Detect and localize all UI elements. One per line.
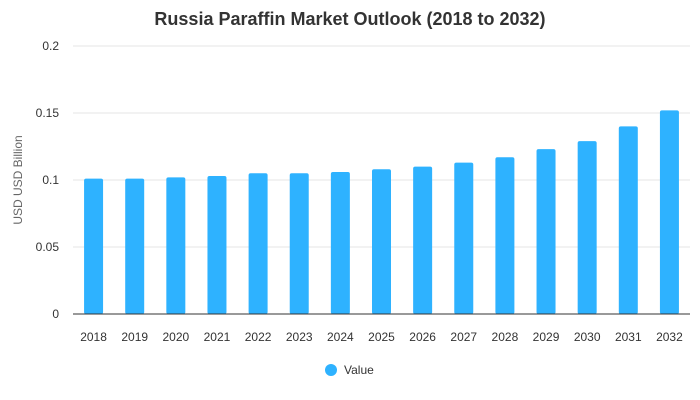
x-tick-label: 2028 [492,330,519,344]
x-tick-label: 2024 [327,330,354,344]
x-tick-label: 2031 [615,330,642,344]
bar-2019[interactable] [125,178,145,314]
bar-2020[interactable] [166,177,186,314]
x-tick-label: 2021 [204,330,231,344]
y-tick-label: 0 [52,307,59,321]
bar-2027[interactable] [454,162,474,314]
bar-2025[interactable] [372,169,391,314]
x-tick-label: 2029 [533,330,560,344]
bar-2018[interactable] [84,178,104,314]
x-tick-label: 2018 [80,330,107,344]
bars [84,110,679,315]
bar-2030[interactable] [577,141,597,314]
bar-2022[interactable] [248,173,268,314]
chart-title: Russia Paraffin Market Outlook (2018 to … [154,9,545,29]
y-axis-title: USD USD Billion [11,135,25,224]
bar-2021[interactable] [207,175,227,314]
bar-2023[interactable] [289,173,309,314]
x-tick-label: 2032 [656,330,683,344]
x-tick-label: 2019 [121,330,148,344]
y-tick-label: 0.1 [42,173,59,187]
x-tick-label: 2022 [245,330,272,344]
x-tick-label: 2027 [450,330,477,344]
legend[interactable]: Value [325,363,374,377]
bar-2031[interactable] [618,126,638,315]
y-axis-ticks: 0 0.05 0.1 0.15 0.2 [36,39,60,321]
x-tick-label: 2020 [162,330,189,344]
y-tick-label: 0.15 [36,106,60,120]
bar-2024[interactable] [330,171,350,314]
y-tick-label: 0.05 [36,240,60,254]
bar-2032[interactable] [659,110,679,314]
legend-marker-value [325,364,337,376]
bar-2029[interactable] [536,149,556,314]
x-tick-label: 2026 [409,330,436,344]
legend-label-value: Value [344,363,374,377]
x-axis-ticks: 2018 2019 2020 2021 2022 2023 2024 2025 2026 2027… [80,330,683,344]
x-tick-label: 2023 [286,330,313,344]
bar-2026[interactable] [413,166,433,314]
x-tick-label: 2030 [574,330,601,344]
bar-2028[interactable] [495,157,515,314]
y-tick-label: 0.2 [42,39,59,53]
x-tick-label: 2025 [368,330,395,344]
